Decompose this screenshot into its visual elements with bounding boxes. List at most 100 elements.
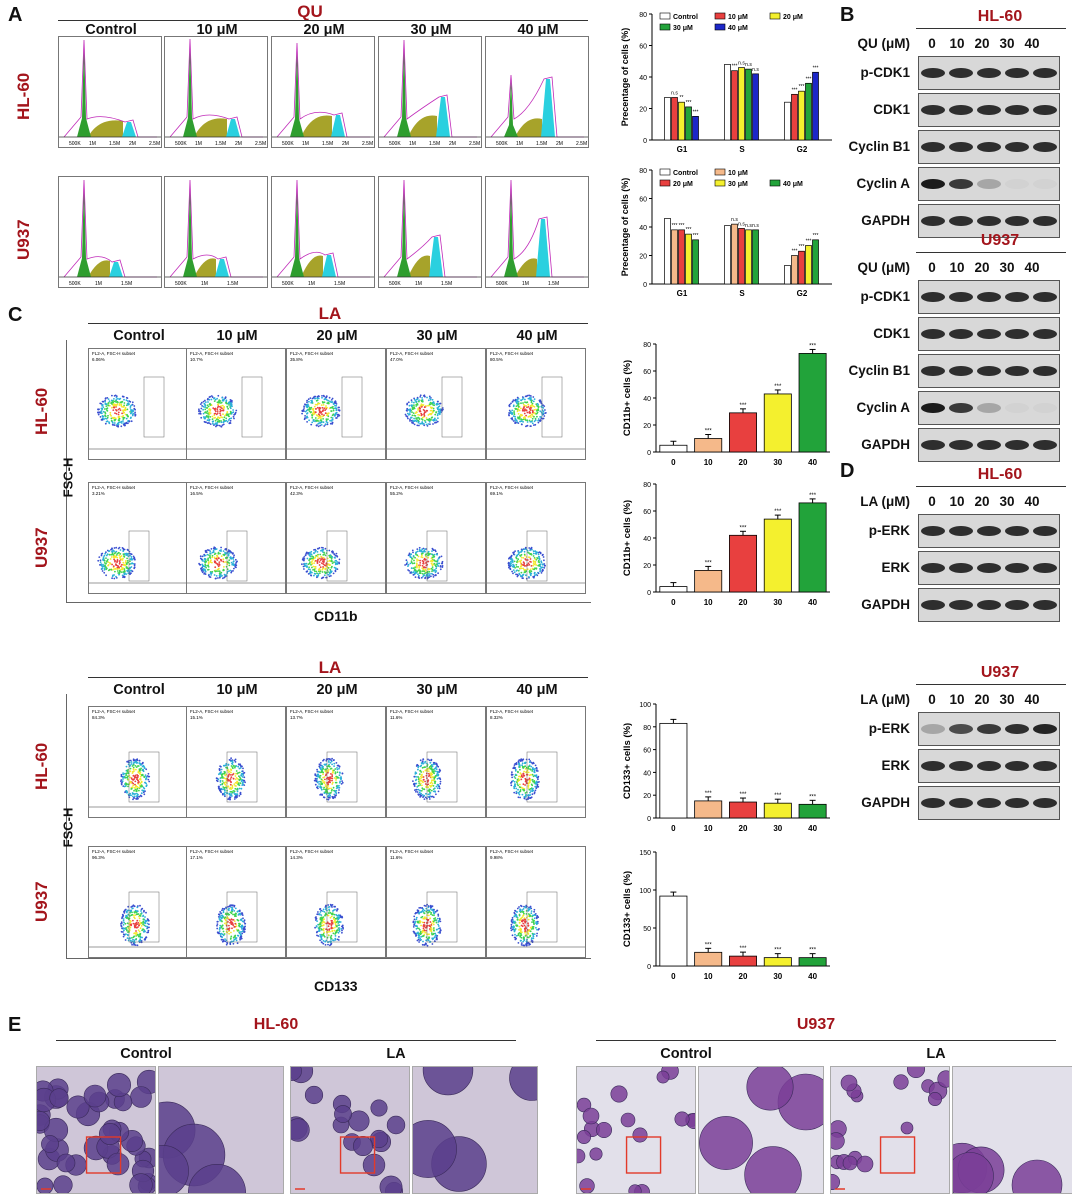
gate-percent: 9.98% <box>490 855 503 860</box>
hist-tick: 500K <box>175 281 187 287</box>
bar-S-Control <box>724 64 731 141</box>
hist-tick: 1M <box>308 281 315 287</box>
hist-tick: 500K <box>496 141 508 147</box>
gate-label: FL2-A, FSC-H subset <box>490 351 534 356</box>
flow-plot-1-u937-2: FL2-A, FSC-H subset 42.3% <box>286 482 386 594</box>
bar-G2-40 μM <box>812 239 819 285</box>
y-tick: 150 <box>639 850 651 857</box>
hist-tick: 1M <box>522 281 529 287</box>
x-tick: 30 <box>773 972 782 981</box>
blot-d-hl60-band-label-1: ERK <box>881 560 910 575</box>
x-tick: S <box>739 289 745 298</box>
legend-swatch <box>659 23 671 31</box>
chart-c-hl60-cd133: 0 20 40 60 80 100 CD133+ cells (%) 0 *** 10 *** 20 *… <box>622 702 830 833</box>
panel-c-title-top: LA <box>318 304 342 323</box>
bar-30 <box>763 393 792 453</box>
sig-label: *** <box>686 100 692 106</box>
bar-G2-20 μM <box>798 250 805 285</box>
bar-G2-Control <box>784 101 791 141</box>
panel-e-sub-1-1: LA <box>926 1046 946 1062</box>
bar-G2-10 μM <box>791 93 798 141</box>
blot-b-hl60-blot-4 <box>918 204 1060 238</box>
flow-plot-2-u937-2: FL2-A, FSC-H subset 14.3% <box>286 846 386 958</box>
blot-b-u937-blot-1 <box>918 317 1060 351</box>
sig-label: *** <box>693 233 699 239</box>
y-tick: 50 <box>643 926 651 933</box>
gate-label: FL2-A, FSC-H subset <box>92 485 136 490</box>
blot-b-u937-conc-2: 20 <box>974 260 990 275</box>
bar-10 <box>694 570 723 593</box>
x-tick: 0 <box>671 972 676 981</box>
histogram-u937-4: 500K 1M 1.5M <box>485 176 589 288</box>
sig-label: *** <box>705 942 713 948</box>
bar-G2-20 μM <box>798 90 805 141</box>
hist-tick: 500K <box>69 141 81 147</box>
gate-label: FL2-A, FSC-H subset <box>190 351 234 356</box>
bar-0 <box>659 722 688 819</box>
blot-b-u937-conc-3: 30 <box>999 260 1015 275</box>
gate-percent: 14.3% <box>290 855 303 860</box>
hist-tick: 2.5M <box>255 141 266 147</box>
gate-percent: 55.2% <box>390 491 403 496</box>
panel-c-bottom-col-2: 20 μM <box>316 682 358 698</box>
flow-plot-1-hl60-0: FL2-A, FSC-H subset 6.06% <box>88 348 188 460</box>
bar-G1-Control <box>664 97 671 141</box>
panel-c2-row-u937: U937 <box>32 881 51 922</box>
bar-S-40 μM <box>752 73 759 141</box>
blot-b-hl60-conc-3: 30 <box>999 36 1015 51</box>
bar-10 <box>694 951 723 967</box>
gate-label: FL2-A, FSC-H subset <box>290 849 334 854</box>
bar-20 <box>729 955 757 967</box>
gate-label: FL2-A, FSC-H subset <box>190 709 234 714</box>
flow-plot-1-u937-3: FL2-A, FSC-H subset 55.2% <box>386 482 486 594</box>
hist-tick: 1.5M <box>441 281 452 287</box>
panel-a-col-0: Control <box>85 22 137 38</box>
sig-label: *** <box>732 64 738 70</box>
bar-0 <box>659 895 688 967</box>
y-tick: 0 <box>643 138 647 145</box>
gate-label: FL2-A, FSC-H subset <box>390 351 434 356</box>
hist-tick: 1M <box>415 281 422 287</box>
gate-label: FL2-A, FSC-H subset <box>490 849 534 854</box>
legend-label: 20 μM <box>673 181 693 188</box>
hist-tick: 1.5M <box>536 141 547 147</box>
bar-40 <box>798 502 827 593</box>
sig-label: *** <box>792 249 798 255</box>
bar-S-10 μM <box>731 70 738 141</box>
y-tick: 80 <box>639 12 647 19</box>
y-tick: 60 <box>643 748 651 755</box>
y-tick: 40 <box>639 75 647 82</box>
blot-b-hl60-conc-0: 0 <box>928 36 936 51</box>
blot-d-hl60-conc-4: 40 <box>1024 494 1040 509</box>
histogram-hl60-3: 500K 1M 1.5M 2M 2.5M <box>378 36 482 148</box>
bar-G2-30 μM <box>805 245 812 285</box>
sig-label: *** <box>806 76 812 82</box>
panel-label-e: E <box>8 1014 22 1036</box>
legend-swatch <box>714 179 726 187</box>
panel-e-sub-0-1: LA <box>386 1046 406 1062</box>
y-axis-label: CD11b+ cells (%) <box>622 360 633 436</box>
sig-label: *** <box>739 792 747 798</box>
blot-b-u937-band-label-1: CDK1 <box>873 326 910 341</box>
flow-plot-1-hl60-3: FL2-A, FSC-H subset 47.0% <box>386 348 486 460</box>
sig-label: *** <box>774 793 782 799</box>
legend-label: 40 μM <box>728 25 748 32</box>
bar-G1-30 μM <box>685 233 692 285</box>
hist-tick: 1.5M <box>215 141 226 147</box>
x-tick: 40 <box>808 824 817 833</box>
bar-S-10 μM <box>731 223 738 285</box>
blot-d-u937-conc-4: 40 <box>1024 692 1040 707</box>
hist-tick: 1.5M <box>121 281 132 287</box>
blot-b-u937-band-label-0: p-CDK1 <box>860 289 911 304</box>
flow-plot-2-hl60-1: FL2-A, FSC-H subset 15.1% <box>186 706 286 818</box>
y-tick: 40 <box>643 770 651 777</box>
y-tick: 80 <box>643 725 651 732</box>
gate-label: FL2-A, FSC-H subset <box>490 709 534 714</box>
sig-label: *** <box>809 948 817 954</box>
bar-10 <box>694 438 723 453</box>
sig-label: *** <box>792 87 798 93</box>
sig-label: *** <box>806 239 812 245</box>
panel-c-xlabel-cd11b: CD11b <box>314 608 358 624</box>
gate-label: FL2-A, FSC-H subset <box>190 485 234 490</box>
chart-c-u937-cd11b: 0 20 40 60 80 CD11b+ cells (%) 0 *** 10 *** 20 *** 3… <box>622 482 830 607</box>
